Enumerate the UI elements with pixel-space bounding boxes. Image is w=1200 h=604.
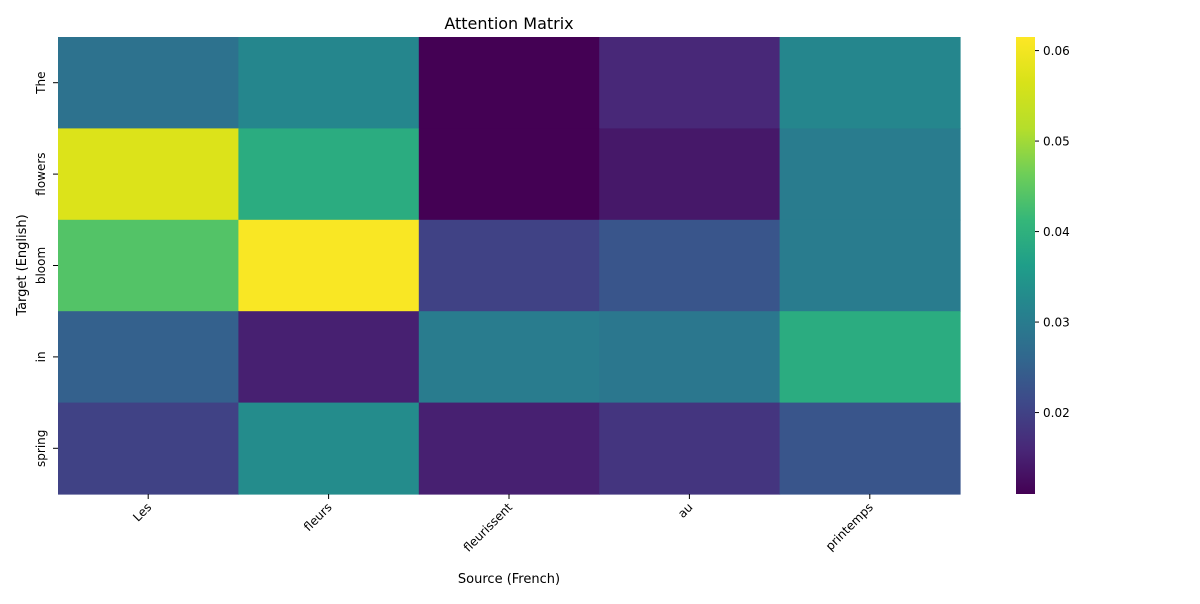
- colorbar-tick-label: 0.03: [1043, 316, 1070, 330]
- y-tick-label: flowers: [34, 152, 48, 195]
- chart-title: Attention Matrix: [444, 14, 573, 33]
- heatmap-cell: [599, 37, 781, 129]
- y-tick-label: The: [34, 72, 48, 95]
- colorbar-tick-label: 0.02: [1043, 406, 1070, 420]
- heatmap-cell: [238, 128, 420, 221]
- colorbar-tick-label: 0.05: [1043, 135, 1070, 149]
- x-tick-label: au: [675, 500, 695, 520]
- colorbar-tick-label: 0.06: [1043, 44, 1070, 58]
- heatmap-cell: [418, 402, 600, 495]
- y-tick-label: bloom: [34, 247, 48, 284]
- x-tick-label: Les: [130, 500, 154, 524]
- heatmap-cell: [418, 37, 600, 129]
- heatmap-cell: [779, 37, 961, 129]
- colorbar: [1016, 37, 1035, 494]
- heatmap-cell: [599, 402, 781, 495]
- heatmap-cell: [238, 402, 420, 495]
- x-axis-ticks: Les fleurs fleurissent au printemps: [130, 494, 876, 555]
- heatmap-cell: [58, 128, 239, 221]
- x-tick-label: printemps: [823, 500, 876, 553]
- colorbar-tick-label: 0.04: [1043, 225, 1070, 239]
- y-tick-label: spring: [34, 430, 48, 467]
- heatmap-cell: [779, 311, 961, 404]
- heatmap-cell: [58, 402, 239, 495]
- y-axis-label: Target (English): [15, 214, 30, 316]
- heatmap-cell: [599, 311, 781, 404]
- y-tick-label: in: [34, 351, 48, 362]
- x-tick-label: fleurissent: [461, 500, 516, 555]
- colorbar-ticks: 0.02 0.03 0.04 0.05 0.06: [1035, 44, 1070, 420]
- x-tick-label: fleurs: [301, 500, 335, 534]
- heatmap-cell: [238, 219, 420, 312]
- heatmap-cell: [238, 311, 420, 404]
- heatmap-cell: [58, 311, 239, 404]
- heatmap-cell: [599, 128, 781, 221]
- heatmap-cell: [599, 219, 781, 312]
- heatmap-cell: [779, 402, 961, 495]
- x-axis-label: Source (French): [458, 572, 560, 587]
- heatmap-cell: [238, 37, 420, 129]
- heatmap-cell: [418, 219, 600, 312]
- heatmap-cell: [58, 37, 239, 129]
- heatmap-cell: [418, 311, 600, 404]
- y-axis-ticks: The flowers bloom in spring: [34, 72, 58, 467]
- heatmap-cells: [58, 37, 961, 495]
- heatmap-cell: [58, 219, 239, 312]
- heatmap-cell: [418, 128, 600, 221]
- heatmap-cell: [779, 219, 961, 312]
- heatmap-cell: [779, 128, 961, 221]
